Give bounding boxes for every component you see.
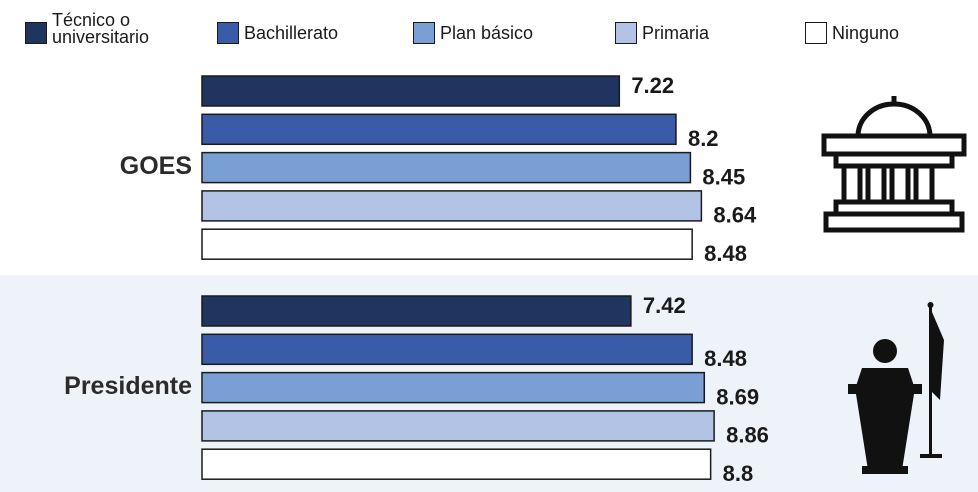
bar (201, 151, 692, 184)
legend-label: Primaria (642, 23, 710, 43)
legend-swatch (805, 22, 827, 44)
bar (201, 333, 693, 366)
legend-label: Ninguno (832, 23, 900, 43)
bar (201, 228, 693, 260)
president-icon (848, 302, 944, 474)
bar (201, 295, 632, 327)
value-label: 8.64 (713, 203, 757, 228)
legend-item: Bachillerato (217, 22, 338, 44)
value-label: 8.69 (716, 384, 759, 409)
bar (201, 448, 712, 480)
legend-swatch (217, 22, 239, 44)
value-label: 8.48 (704, 346, 747, 371)
building-icon (821, 96, 967, 233)
legend-swatch (413, 22, 435, 44)
value-label: 8.48 (704, 241, 747, 266)
legend-swatch (25, 22, 47, 44)
value-label: 8.86 (726, 423, 769, 448)
category-label: Presidente (64, 372, 192, 400)
value-label: 8.2 (688, 126, 719, 151)
value-label: 8.8 (723, 461, 754, 486)
value-label: 7.22 (631, 73, 674, 98)
legend-item: Ninguno (805, 22, 899, 44)
legend-label: Plan básico (440, 23, 534, 43)
bar (201, 75, 621, 107)
legend-item: Técnico o universitario (25, 10, 172, 47)
bar (201, 190, 703, 222)
legend-item: Primaria (615, 22, 709, 44)
bar (201, 113, 677, 146)
bar (201, 410, 715, 442)
value-label: 7.42 (643, 293, 686, 318)
legend-swatch (615, 22, 637, 44)
legend-item: Plan básico (413, 22, 533, 44)
category-label: GOES (120, 152, 192, 180)
value-label: 8.45 (702, 164, 745, 189)
bar (201, 371, 706, 404)
legend-label: Técnico o universitario (52, 10, 150, 47)
legend-label: Bachillerato (244, 23, 339, 43)
